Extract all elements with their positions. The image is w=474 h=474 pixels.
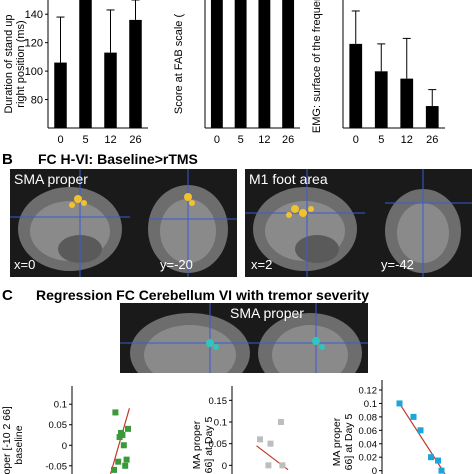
data-point <box>396 400 403 407</box>
label-sma-proper: SMA proper <box>14 171 88 187</box>
panel-b-letter: B <box>2 151 13 168</box>
panel-c-scatterplots: 0.1 0.05 0 -0.05 proper [-10 2 66] baseline 0… <box>1 380 446 474</box>
panel-c-letter: C <box>2 287 13 304</box>
data-point <box>410 413 417 420</box>
bar-chart-emg-surface: EMG: surface of the frequen 0 5 12 26 <box>311 0 445 146</box>
bar <box>425 106 439 128</box>
bar <box>129 19 142 129</box>
data-point <box>435 457 441 464</box>
label-m1-foot-area: M1 foot area <box>249 171 328 187</box>
y-tick-label: 0 <box>372 466 377 474</box>
brain-group-sma: SMA proper x=0 y=-20 <box>10 169 237 277</box>
y-tick-label: 0.08 <box>359 412 378 423</box>
brain-slices-sma <box>10 169 237 277</box>
y-axis-label: right position (ms) <box>15 20 27 107</box>
x-tick-label: 5 <box>82 134 88 146</box>
y-tick-label: 0.12 <box>359 386 378 397</box>
bar <box>210 0 223 128</box>
brain-slices-m1 <box>245 169 472 277</box>
bar <box>79 0 92 128</box>
data-point <box>112 409 119 416</box>
data-point <box>122 462 129 469</box>
y-tick-label: 0.15 <box>209 396 228 407</box>
y-axis-label: MA proper <box>191 420 203 469</box>
y-tick-label: 0.1 <box>364 399 377 410</box>
data-point <box>265 462 272 469</box>
y-tick-label: -0.05 <box>45 461 67 472</box>
y-axis-label: EMG: surface of the frequen <box>311 0 323 133</box>
y-axis-label: 66] at Day 5 <box>343 414 355 471</box>
bar <box>54 62 67 129</box>
x-tick-label: 5 <box>238 134 244 146</box>
data-point <box>417 427 424 434</box>
y-tick-label: 100 <box>25 66 43 78</box>
x-tick-label: 0 <box>353 134 359 146</box>
brain-group-regression: SMA proper <box>120 303 368 393</box>
y-tick-label: 0.1 <box>54 400 67 411</box>
bar <box>374 71 388 128</box>
scatter-day5-cyan: 0.12 0.1 0.08 0.06 0.04 0.02 0 MA proper 66] at … <box>331 380 446 474</box>
y-tick-label: 140 <box>25 9 43 21</box>
x-tick-label: 26 <box>426 134 438 146</box>
scatter-day5-gray: 0.15 0.1 0.05 0 MA proper 66] at Day 5 <box>191 386 289 474</box>
label-sma-proper-regression: SMA proper <box>230 305 304 321</box>
y-tick-label: 0.04 <box>359 439 378 450</box>
data-point <box>115 458 122 465</box>
scatter-baseline: 0.1 0.05 0 -0.05 proper [-10 2 66] baseline <box>1 386 131 474</box>
regression-line <box>109 408 130 474</box>
bar <box>400 78 414 128</box>
x-tick-label: 26 <box>129 134 141 146</box>
data-point <box>125 425 131 432</box>
y-tick-label: 0.05 <box>209 439 228 450</box>
bar <box>282 0 295 128</box>
panel-c-title: Regression FC Cerebellum VI with tremor … <box>36 287 369 303</box>
data-point <box>438 467 445 474</box>
x-tick-label: 12 <box>104 134 116 146</box>
bar <box>349 43 363 129</box>
y-axis-label: baseline <box>13 425 25 464</box>
y-tick-label: 0.06 <box>359 426 378 437</box>
coord-x2: x=2 <box>251 257 273 272</box>
y-axis-label: MA proper <box>331 417 343 466</box>
coord-x0: x=0 <box>14 257 36 272</box>
data-point <box>257 436 263 443</box>
y-axis-label: Score at FAB scale ( <box>173 14 185 115</box>
y-tick-label: 0.1 <box>214 418 227 429</box>
y-axis-label: 66] at Day 5 <box>203 417 215 474</box>
y-tick-label: 80 <box>31 95 43 107</box>
data-point <box>111 466 117 473</box>
y-axis-label: proper [-10 2 66] <box>1 406 13 474</box>
y-tick-label: 0 <box>222 461 227 472</box>
bar-chart-fab-score: Score at FAB scale ( 0 5 12 26 <box>173 0 300 146</box>
x-tick-label: 12 <box>258 134 270 146</box>
y-tick-label: 120 <box>25 38 43 50</box>
y-tick-label: 0 <box>62 441 67 452</box>
data-point <box>123 456 130 463</box>
y-tick-label: 0.05 <box>49 420 68 431</box>
coord-y-20: y=-20 <box>160 257 193 272</box>
data-point <box>428 454 434 461</box>
data-point <box>267 440 274 447</box>
x-tick-label: 0 <box>214 134 220 146</box>
data-point <box>278 419 284 425</box>
x-tick-label: 12 <box>401 134 413 146</box>
coord-y-42: y=-42 <box>381 257 414 272</box>
data-point <box>279 462 286 469</box>
data-point <box>120 442 127 449</box>
brain-group-m1: M1 foot area x=2 y=-42 <box>245 169 472 277</box>
x-tick-label: 0 <box>57 134 63 146</box>
bar <box>234 0 247 128</box>
y-axis-label: Duration of stand up <box>3 14 15 113</box>
bar <box>104 52 117 128</box>
y-tick-label: 0.02 <box>359 453 378 464</box>
x-tick-label: 5 <box>378 134 384 146</box>
data-point <box>119 432 126 438</box>
x-tick-label: 26 <box>282 134 294 146</box>
bar <box>258 0 271 128</box>
panel-b-title: FC H-VI: Baseline>rTMS <box>38 151 198 167</box>
